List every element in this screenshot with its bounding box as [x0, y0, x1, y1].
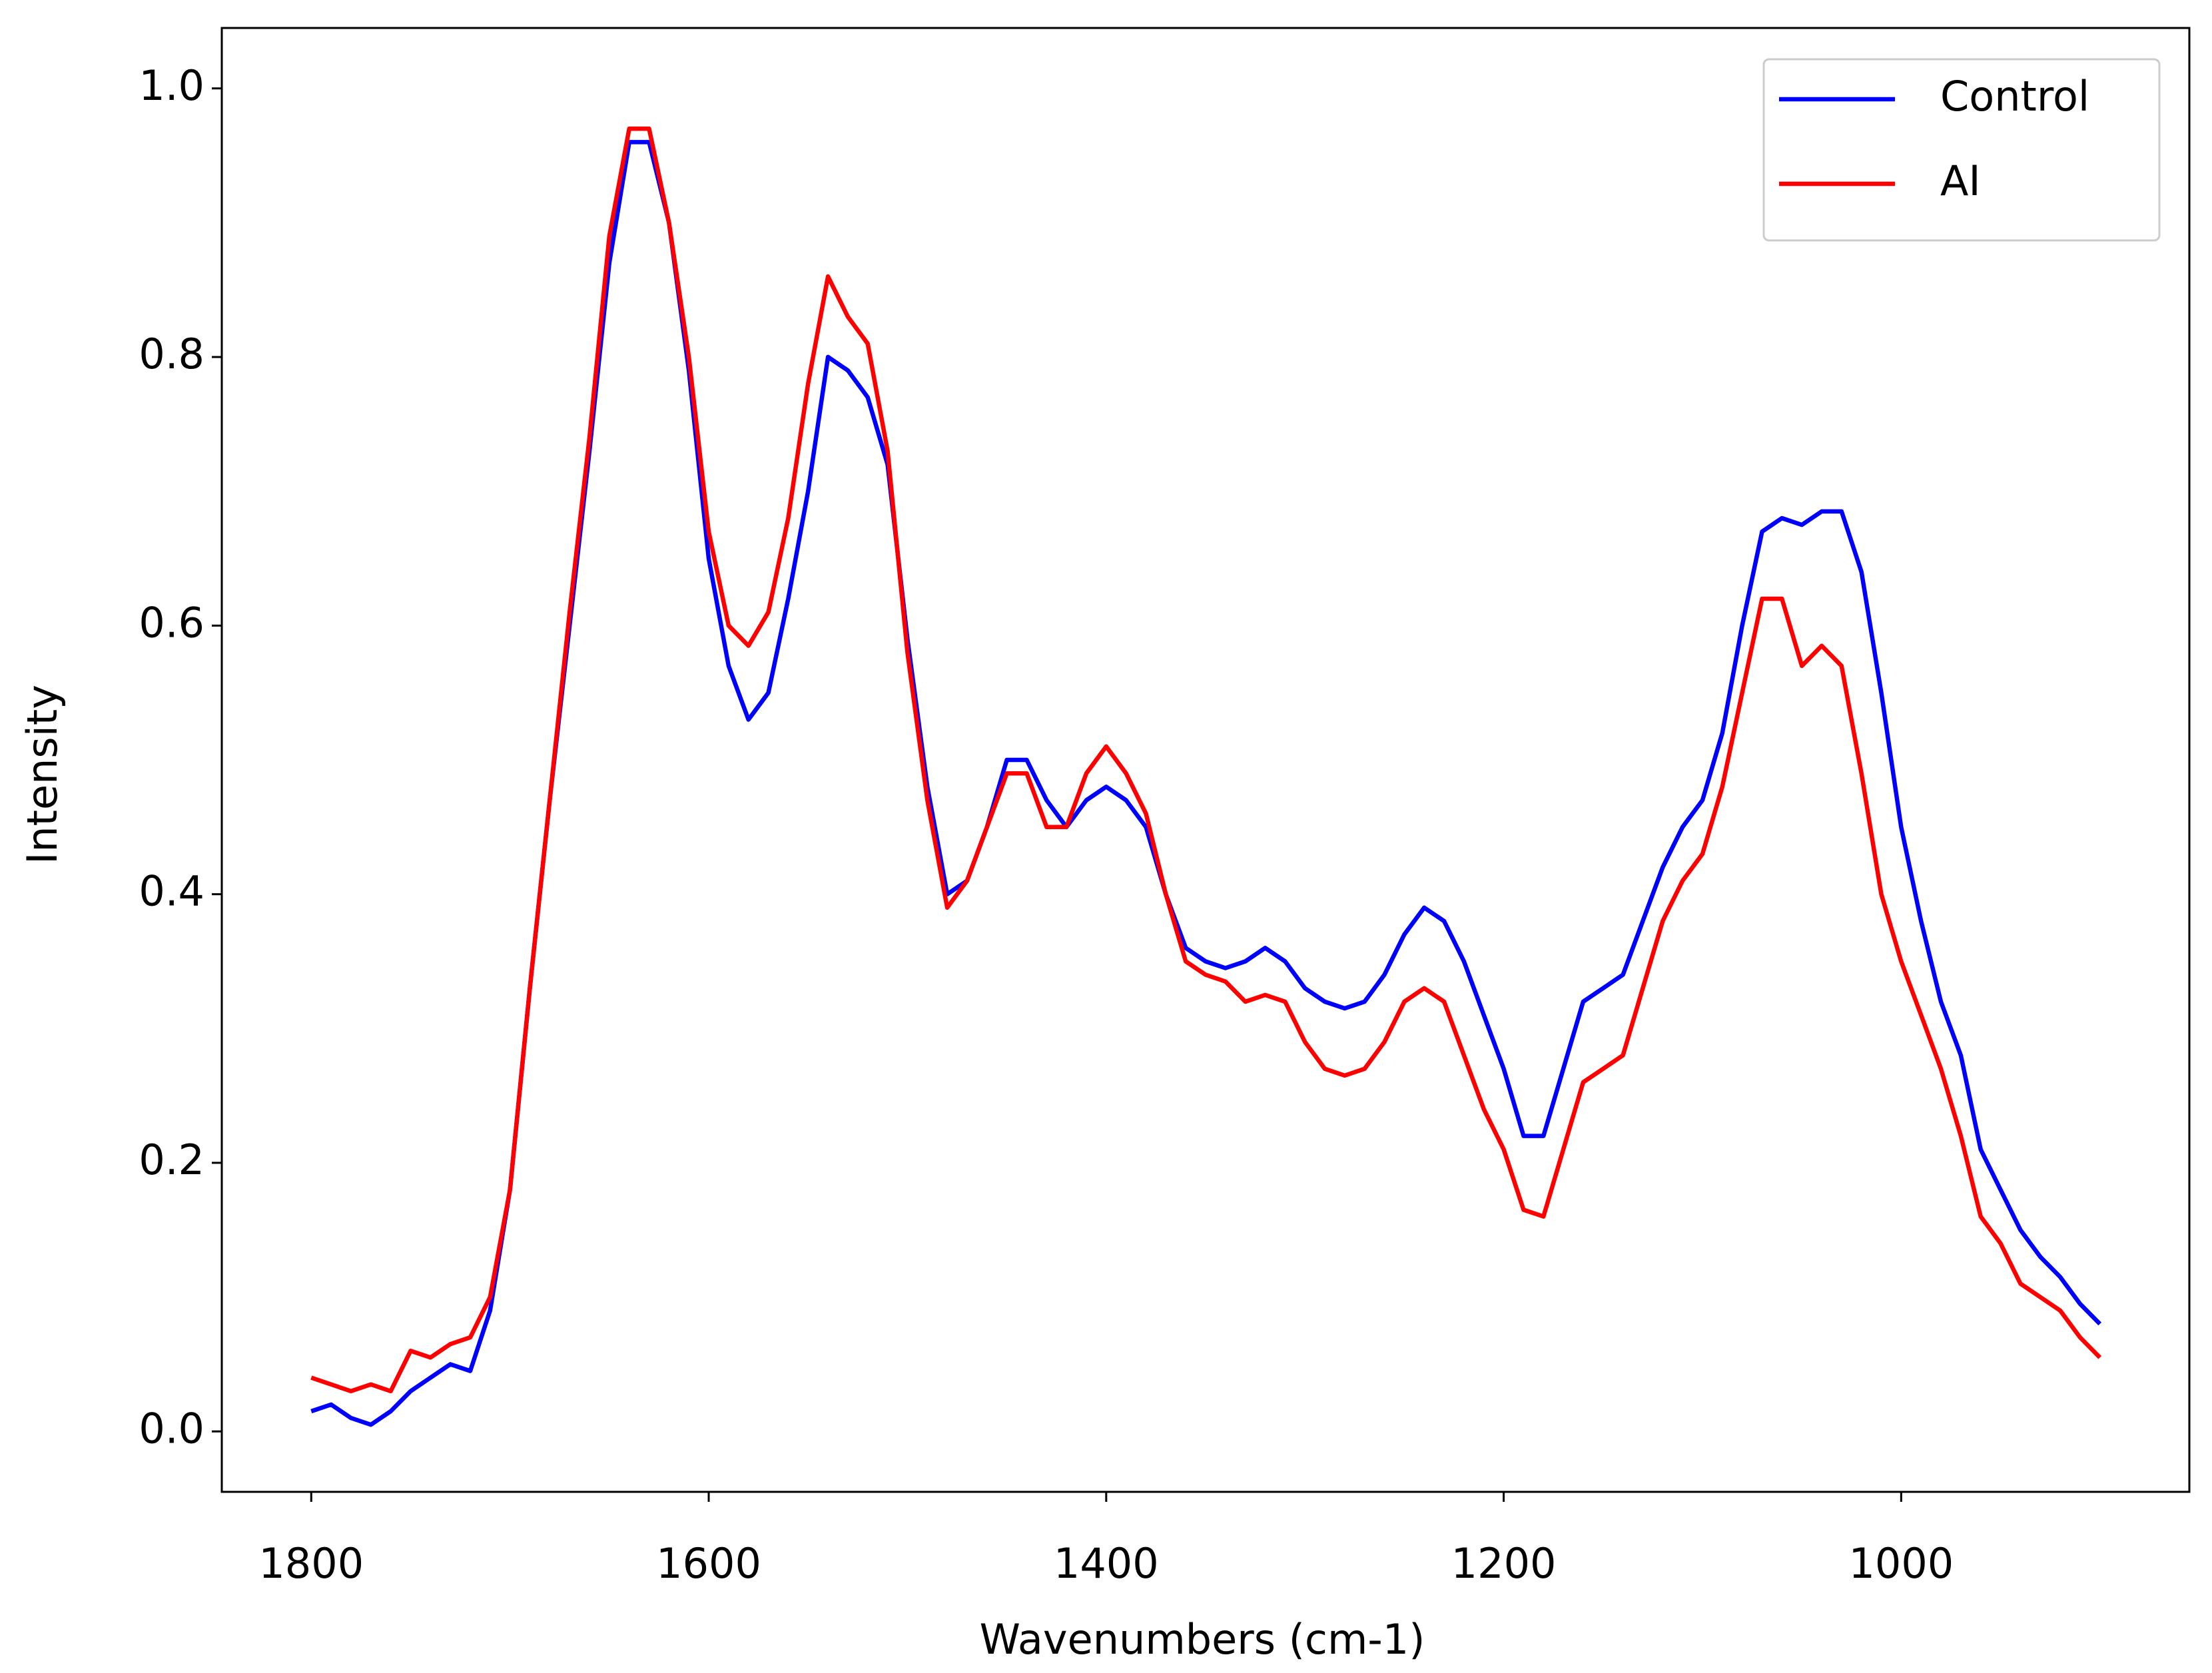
legend-label: AI	[1940, 157, 1981, 205]
legend-label: Control	[1940, 72, 2089, 121]
x-tick-label: 1600	[656, 1539, 761, 1588]
x-tick-label: 1000	[1848, 1539, 1954, 1588]
y-tick-label: 0.4	[139, 867, 204, 916]
y-tick-label: 0.0	[139, 1404, 204, 1453]
y-tick-label: 1.0	[139, 61, 204, 110]
series-line	[310, 126, 2102, 1394]
y-tick-label: 0.2	[139, 1136, 204, 1184]
x-tick-label: 1200	[1451, 1539, 1557, 1588]
x-axis-label: Wavenumbers (cm-1)	[980, 1615, 1425, 1664]
x-tick-label: 1400	[1054, 1539, 1159, 1588]
legend-box	[1762, 58, 2161, 242]
y-tick-label: 0.6	[139, 598, 204, 647]
y-tick-label: 0.8	[139, 330, 204, 378]
x-tick-label: 1800	[258, 1539, 364, 1588]
plot-frame	[220, 27, 2191, 1493]
y-axis-label: Intensity	[18, 685, 67, 864]
series-line	[310, 140, 2102, 1427]
